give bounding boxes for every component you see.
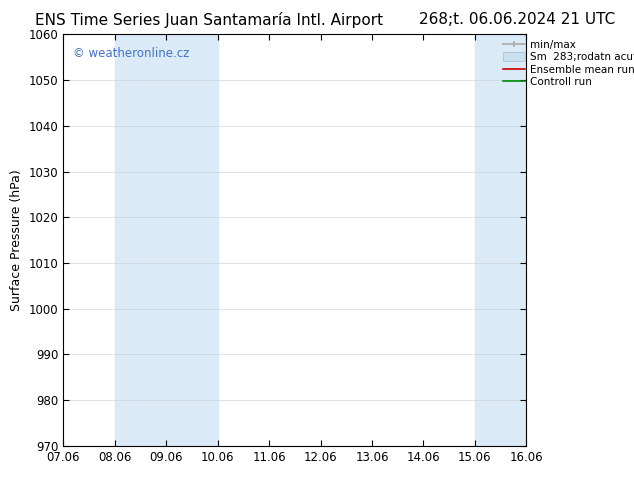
Bar: [475, 34, 552, 446]
Legend: min/max, Sm  283;rodatn acute; odchylka, Ensemble mean run, Controll run: min/max, Sm 283;rodatn acute; odchylka, …: [503, 40, 634, 87]
Text: © weatheronline.cz: © weatheronline.cz: [73, 47, 189, 60]
Text: ENS Time Series Juan Santamaría Intl. Airport: ENS Time Series Juan Santamaría Intl. Ai…: [35, 12, 384, 28]
Y-axis label: Surface Pressure (hPa): Surface Pressure (hPa): [10, 169, 23, 311]
Text: 268;t. 06.06.2024 21 UTC: 268;t. 06.06.2024 21 UTC: [418, 12, 615, 27]
Bar: [115, 34, 217, 446]
